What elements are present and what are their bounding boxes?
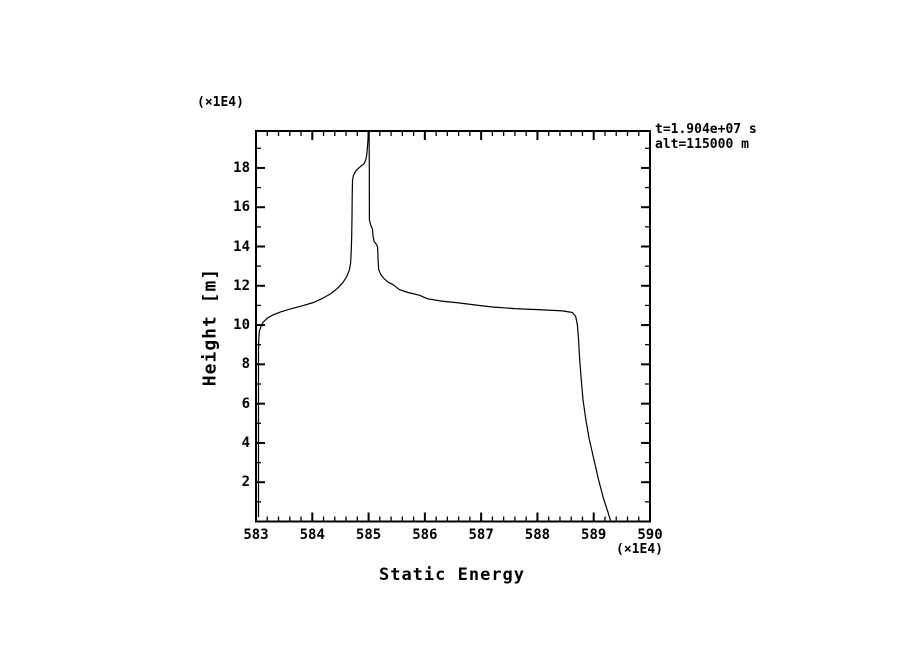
x-tick-label: 589 (581, 527, 607, 543)
x-tick-label: 590 (637, 527, 663, 543)
x-axis-title: Static Energy (378, 565, 526, 585)
x-tick-label: 587 (468, 527, 494, 543)
x-axis-unit-label: (×1E4) (616, 542, 663, 557)
y-tick-label: 6 (241, 395, 250, 412)
annotation-text: t=1.904e+07 s alt=115000 m (655, 122, 757, 152)
y-tick-label: 18 (233, 159, 250, 176)
x-tick-label: 584 (299, 527, 325, 543)
x-tick-label: 583 (243, 527, 269, 543)
y-tick-label: 12 (233, 277, 250, 294)
x-tick-label: 585 (355, 527, 382, 543)
x-tick-label: 588 (524, 527, 551, 543)
static-energy-curve (257, 130, 612, 522)
annotation-altitude: alt=115000 m (655, 137, 749, 152)
y-tick-label: 8 (241, 356, 250, 373)
y-tick-label: 10 (233, 317, 250, 334)
x-tick-label: 586 (412, 527, 438, 543)
y-tick-label: 14 (233, 238, 250, 255)
y-tick-label: 16 (233, 199, 250, 216)
plot-frame (255, 130, 651, 523)
y-tick-label: 2 (241, 474, 250, 491)
y-axis-unit-label: (×1E4) (197, 95, 244, 110)
y-tick-label: 4 (241, 434, 250, 451)
annotation-time: t=1.904e+07 s (655, 122, 757, 137)
